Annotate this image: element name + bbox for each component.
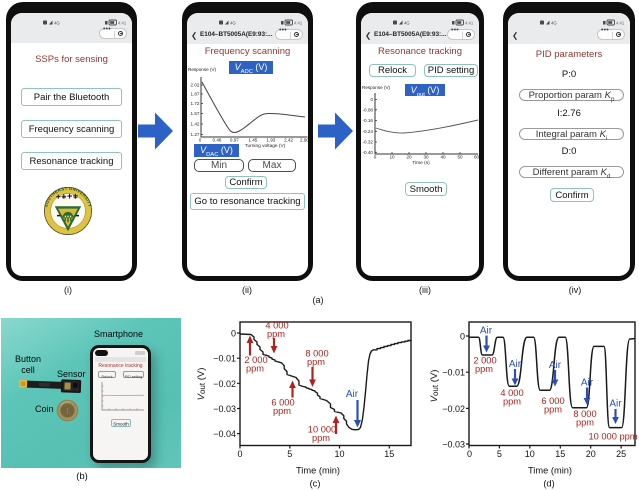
- svg-text:Relock: Relock: [102, 375, 113, 379]
- svg-text:Time (min): Time (min): [296, 466, 340, 476]
- svg-text:−0.01: −0.01: [442, 368, 465, 378]
- svg-text:(a): (a): [313, 295, 324, 305]
- svg-text:8 000: 8 000: [305, 349, 328, 359]
- svg-text:2 000: 2 000: [473, 356, 496, 366]
- svg-text:−0.02: −0.02: [442, 404, 465, 414]
- svg-text:1.72: 1.72: [191, 101, 200, 106]
- svg-text:4:41: 4:41: [294, 21, 303, 26]
- svg-text:50: 50: [457, 155, 463, 160]
- svg-text:−0.03: −0.03: [442, 440, 465, 450]
- svg-text:ppm: ppm: [267, 329, 285, 339]
- svg-text:4G: 4G: [54, 21, 60, 26]
- svg-text:0.97: 0.97: [230, 138, 239, 143]
- svg-text:8 000: 8 000: [573, 409, 596, 419]
- svg-text:Vout (V): Vout (V): [196, 368, 207, 401]
- svg-text:Response (V): Response (V): [362, 85, 391, 90]
- svg-text:15: 15: [555, 449, 565, 459]
- svg-text:1.42: 1.42: [191, 122, 200, 127]
- svg-text:2.02: 2.02: [191, 83, 200, 88]
- svg-text:15: 15: [384, 449, 394, 459]
- svg-text:10: 10: [334, 449, 344, 459]
- svg-text:Smooth: Smooth: [113, 422, 129, 427]
- svg-text:1.57: 1.57: [191, 111, 200, 116]
- svg-text:25: 25: [616, 449, 626, 459]
- svg-text:−0.03: −0.03: [213, 404, 236, 414]
- svg-text:6 000: 6 000: [271, 398, 294, 408]
- svg-text:PID setting: PID setting: [125, 375, 143, 379]
- svg-text:5: 5: [497, 449, 502, 459]
- svg-text:1.27: 1.27: [191, 132, 200, 137]
- svg-text:6 000: 6 000: [541, 396, 564, 406]
- svg-text:4:41: 4:41: [616, 21, 625, 26]
- svg-text:60: 60: [474, 155, 479, 160]
- svg-text:(d): (d): [543, 479, 554, 489]
- svg-text:0.48: 0.48: [213, 138, 222, 143]
- svg-text:-0.16: -0.16: [363, 118, 374, 123]
- svg-text:(c): (c): [310, 479, 321, 489]
- svg-text:4:41: 4:41: [118, 21, 127, 26]
- svg-text:ppm: ppm: [475, 364, 493, 374]
- svg-text:4:41: 4:41: [465, 21, 474, 26]
- svg-text:10: 10: [389, 155, 395, 160]
- svg-text:-0.32: -0.32: [363, 140, 374, 145]
- svg-text:0: 0: [370, 97, 373, 102]
- svg-text:0: 0: [231, 329, 236, 339]
- svg-text:(ii): (ii): [242, 285, 252, 295]
- svg-text:ppm: ppm: [503, 397, 521, 407]
- svg-text:0: 0: [199, 138, 202, 143]
- svg-text:Air: Air: [609, 399, 622, 410]
- svg-text:0: 0: [374, 155, 377, 160]
- svg-text:4G: 4G: [551, 21, 557, 26]
- svg-text:(iii): (iii): [419, 285, 431, 295]
- svg-text:4 000: 4 000: [265, 321, 288, 331]
- svg-text:5: 5: [287, 449, 292, 459]
- svg-text:ppm: ppm: [246, 364, 264, 374]
- svg-text:Turning voltage (V): Turning voltage (V): [245, 143, 286, 149]
- svg-text:ppm: ppm: [307, 357, 325, 367]
- svg-text:Air: Air: [549, 360, 562, 371]
- svg-text:2.90: 2.90: [300, 138, 308, 143]
- svg-text:30: 30: [423, 155, 429, 160]
- svg-text:ppm: ppm: [576, 418, 594, 428]
- svg-text:2.42: 2.42: [284, 138, 293, 143]
- svg-text:0: 0: [460, 332, 465, 342]
- svg-text:10 000 ppm: 10 000 ppm: [588, 432, 637, 442]
- svg-text:−0.04: −0.04: [213, 429, 236, 439]
- svg-text:Air: Air: [509, 359, 522, 370]
- svg-text:Air: Air: [480, 326, 493, 337]
- svg-text:Time (min): Time (min): [528, 466, 572, 476]
- svg-text:1: 1: [65, 406, 69, 416]
- svg-text:Air: Air: [346, 389, 359, 400]
- svg-text:Vout (V): Vout (V): [429, 370, 440, 403]
- svg-text:0: 0: [237, 449, 242, 459]
- svg-text:10: 10: [525, 449, 535, 459]
- svg-text:1.87: 1.87: [191, 92, 200, 97]
- svg-text:4 000: 4 000: [500, 388, 523, 398]
- svg-text:(i): (i): [64, 285, 72, 295]
- svg-text:10 000: 10 000: [308, 425, 336, 435]
- svg-text:4G: 4G: [230, 21, 236, 26]
- svg-text:-0.08: -0.08: [363, 107, 374, 112]
- svg-text:Response (V): Response (V): [188, 67, 217, 72]
- svg-text:0: 0: [467, 449, 472, 459]
- svg-text:40: 40: [440, 155, 446, 160]
- svg-text:(iv): (iv): [569, 285, 582, 295]
- svg-text:-0.40: -0.40: [363, 150, 374, 155]
- svg-text:−0.02: −0.02: [213, 379, 236, 389]
- svg-text:20: 20: [586, 449, 596, 459]
- svg-text:Time (s): Time (s): [412, 160, 430, 166]
- svg-text:−0.01: −0.01: [213, 354, 236, 364]
- svg-text:1.45: 1.45: [248, 138, 257, 143]
- svg-text:2 000: 2 000: [244, 355, 267, 365]
- svg-text:ppm: ppm: [312, 433, 330, 443]
- svg-text:ppm: ppm: [544, 405, 562, 415]
- svg-text:ppm: ppm: [273, 406, 291, 416]
- svg-text:-0.24: -0.24: [363, 129, 374, 134]
- svg-text:20: 20: [406, 155, 412, 160]
- svg-text:1.93: 1.93: [266, 138, 275, 143]
- svg-text:Air: Air: [581, 378, 594, 389]
- svg-text:4G: 4G: [404, 21, 410, 26]
